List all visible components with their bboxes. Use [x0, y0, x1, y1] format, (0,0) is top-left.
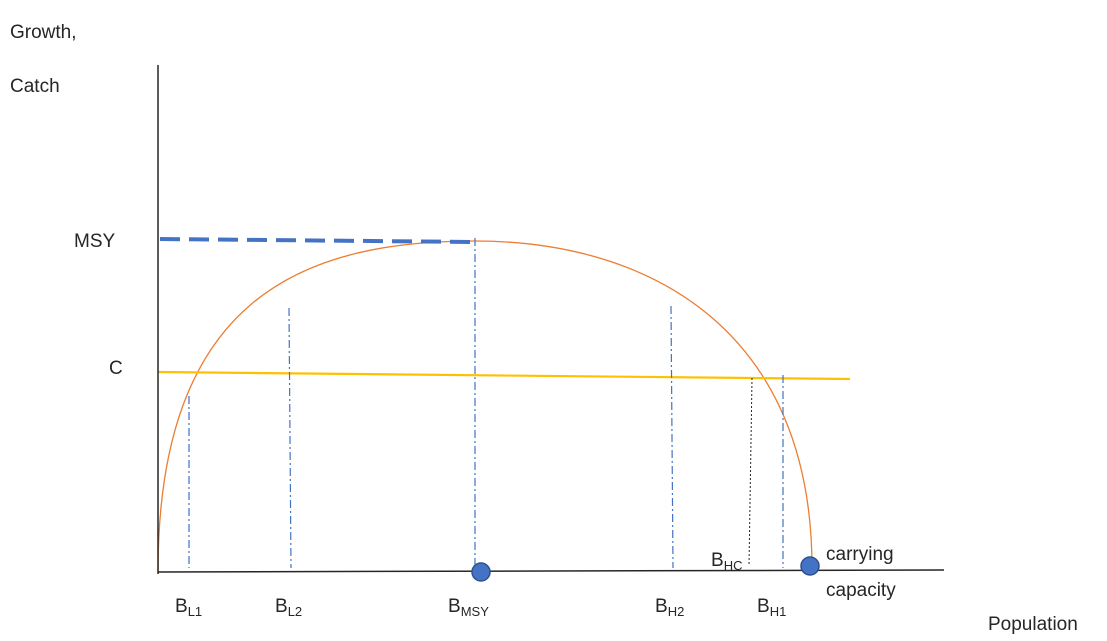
- y-axis-title-line1: Growth,: [10, 22, 77, 43]
- catch-line: [157, 370, 851, 381]
- y-tick-msy: MSY: [74, 231, 116, 252]
- growth-curve: [157, 240, 813, 573]
- x-label-bh1-base: B: [757, 596, 770, 617]
- x-label-bh2-base: B: [655, 596, 668, 617]
- x-label-bhc-sub: HC: [724, 558, 743, 573]
- carrying-capacity-label-line1: carrying: [826, 544, 894, 565]
- x-label-bmsy: BMSY: [448, 596, 489, 619]
- point-carrying-capacity: [800, 556, 820, 576]
- y-axis-title-line2: Catch: [10, 76, 60, 97]
- x-label-bl2: BL2: [275, 596, 302, 619]
- x-label-bmsy-sub: MSY: [461, 604, 490, 619]
- x-label-bh2-sub: H2: [668, 604, 685, 619]
- x-label-bh2: BH2: [655, 596, 684, 619]
- x-label-bl2-sub: L2: [288, 604, 302, 619]
- point-bmsy: [471, 562, 491, 582]
- x-label-bl1-sub: L1: [188, 604, 202, 619]
- x-label-bhc: BHC: [711, 550, 742, 573]
- marker-line-bl2: [288, 307, 292, 569]
- x-label-bl1-base: B: [175, 596, 188, 617]
- x-axis-title: Population: [988, 614, 1078, 635]
- x-label-bhc-base: B: [711, 550, 724, 571]
- msy-dashed-line: [159, 237, 476, 244]
- x-label-bh1-sub: H1: [770, 604, 787, 619]
- y-tick-c: C: [109, 358, 123, 379]
- marker-line-bh2: [670, 305, 674, 569]
- x-axis: [157, 569, 945, 573]
- x-label-bl2-base: B: [275, 596, 288, 617]
- x-label-bmsy-base: B: [448, 596, 461, 617]
- x-label-bh1: BH1: [757, 596, 786, 619]
- carrying-capacity-label-line2: capacity: [826, 580, 896, 601]
- x-label-bl1: BL1: [175, 596, 202, 619]
- marker-line-bhc: [748, 377, 753, 567]
